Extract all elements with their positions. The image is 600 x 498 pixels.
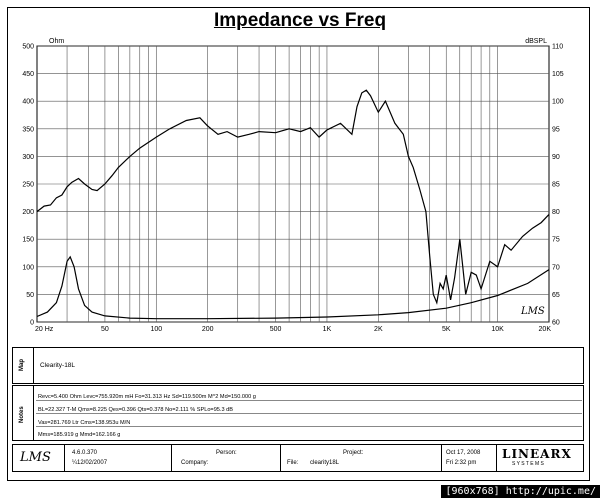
right-unit-label: dBSPL [525,38,547,45]
lms-logo: LMS [20,450,51,465]
y-right-tick-label: 80 [552,209,560,216]
linearx-logo-sub: S Y S T E M S [512,461,544,467]
y-right-tick-label: 105 [552,71,564,78]
series-line-2 [36,255,550,320]
map-box [12,347,584,384]
footer-cell-project [280,444,442,472]
map-label-cell [12,347,34,384]
y-right-tick-label: 70 [552,264,560,271]
y-left-tick-label: 300 [22,154,34,161]
project-label: Project: [343,450,364,456]
company-label: Company: [181,460,209,466]
notes-rule [36,426,582,427]
x-tick-label: 20 Hz [35,326,54,333]
y-right-tick-label: 75 [552,237,560,244]
notes-line: Mms=185.919 g Mmd=162.166 g [38,432,121,438]
person-label: Person: [216,450,237,456]
linearx-logo: LINEARX [502,447,572,461]
file-value: clearity18L [310,460,340,466]
y-left-tick-label: 450 [22,71,34,78]
version-text: 4.6.0.370 [72,450,98,456]
map-label: Map [19,359,25,371]
x-tick-label: 50 [101,326,109,333]
left-unit-label: Ohm [49,38,64,45]
y-right-tick-label: 100 [552,99,564,106]
x-tick-label: 5K [442,326,451,333]
image-watermark: [960x768] http://upic.me/ [441,485,600,498]
x-tick-label: 500 [270,326,282,333]
y-left-tick-label: 350 [22,126,34,133]
x-tick-label: 200 [202,326,214,333]
y-left-tick-label: 0 [30,320,34,327]
y-left-tick-label: 250 [22,182,34,189]
y-left-tick-label: 50 [26,292,34,299]
y-right-tick-label: 95 [552,126,560,133]
footer-cell-person [171,444,281,472]
version-date: ¼12/02/2007 [72,460,108,466]
map-value: Clearity-18L [40,362,76,369]
y-left-tick-label: 200 [22,209,34,216]
y-left-tick-label: 100 [22,264,34,271]
y-right-tick-label: 85 [552,182,560,189]
x-tick-label: 2K [374,326,383,333]
lms-plot-mark: LMS [520,306,545,317]
x-tick-label: 100 [150,326,162,333]
x-tick-label: 10K [491,326,504,333]
notes-rule [36,413,582,414]
y-right-tick-label: 110 [552,44,563,51]
date-text: Oct 17, 2008 [446,450,481,456]
notes-label-cell [12,385,34,441]
y-right-tick-label: 65 [552,292,560,299]
y-left-tick-label: 400 [22,99,34,106]
notes-rule [36,400,582,401]
notes-line: Vas=281.769 Ltr Cms=138.953u M/N [38,420,131,426]
y-right-tick-label: 60 [552,320,560,327]
notes-line: Revc=5.400 Ohm Levc=755.920m mH Fo=31.31… [38,394,256,400]
y-left-tick-label: 500 [22,44,34,51]
time-text: Fri 2:32 pm [446,460,477,466]
x-tick-label: 20K [539,326,552,333]
footer-cell-version [64,444,172,472]
y-left-tick-label: 150 [22,237,34,244]
notes-label: Notes [19,406,25,423]
notes-line: BL=22.327 T-M Qms=8.225 Qes=0.396 Qts=0.… [38,407,233,413]
footer-cell-date [441,444,497,472]
y-right-tick-label: 90 [552,154,560,161]
page-frame [7,7,590,481]
chart-title: Impedance vs Freq [213,10,387,31]
impedance-chart: 0 50 100 150 200 250 300 350 400 450 500 60 65 70 75 80… [22,38,564,333]
x-tick-label: 1K [323,326,332,333]
series-line-1 [36,89,550,305]
file-label: File: [287,460,299,466]
